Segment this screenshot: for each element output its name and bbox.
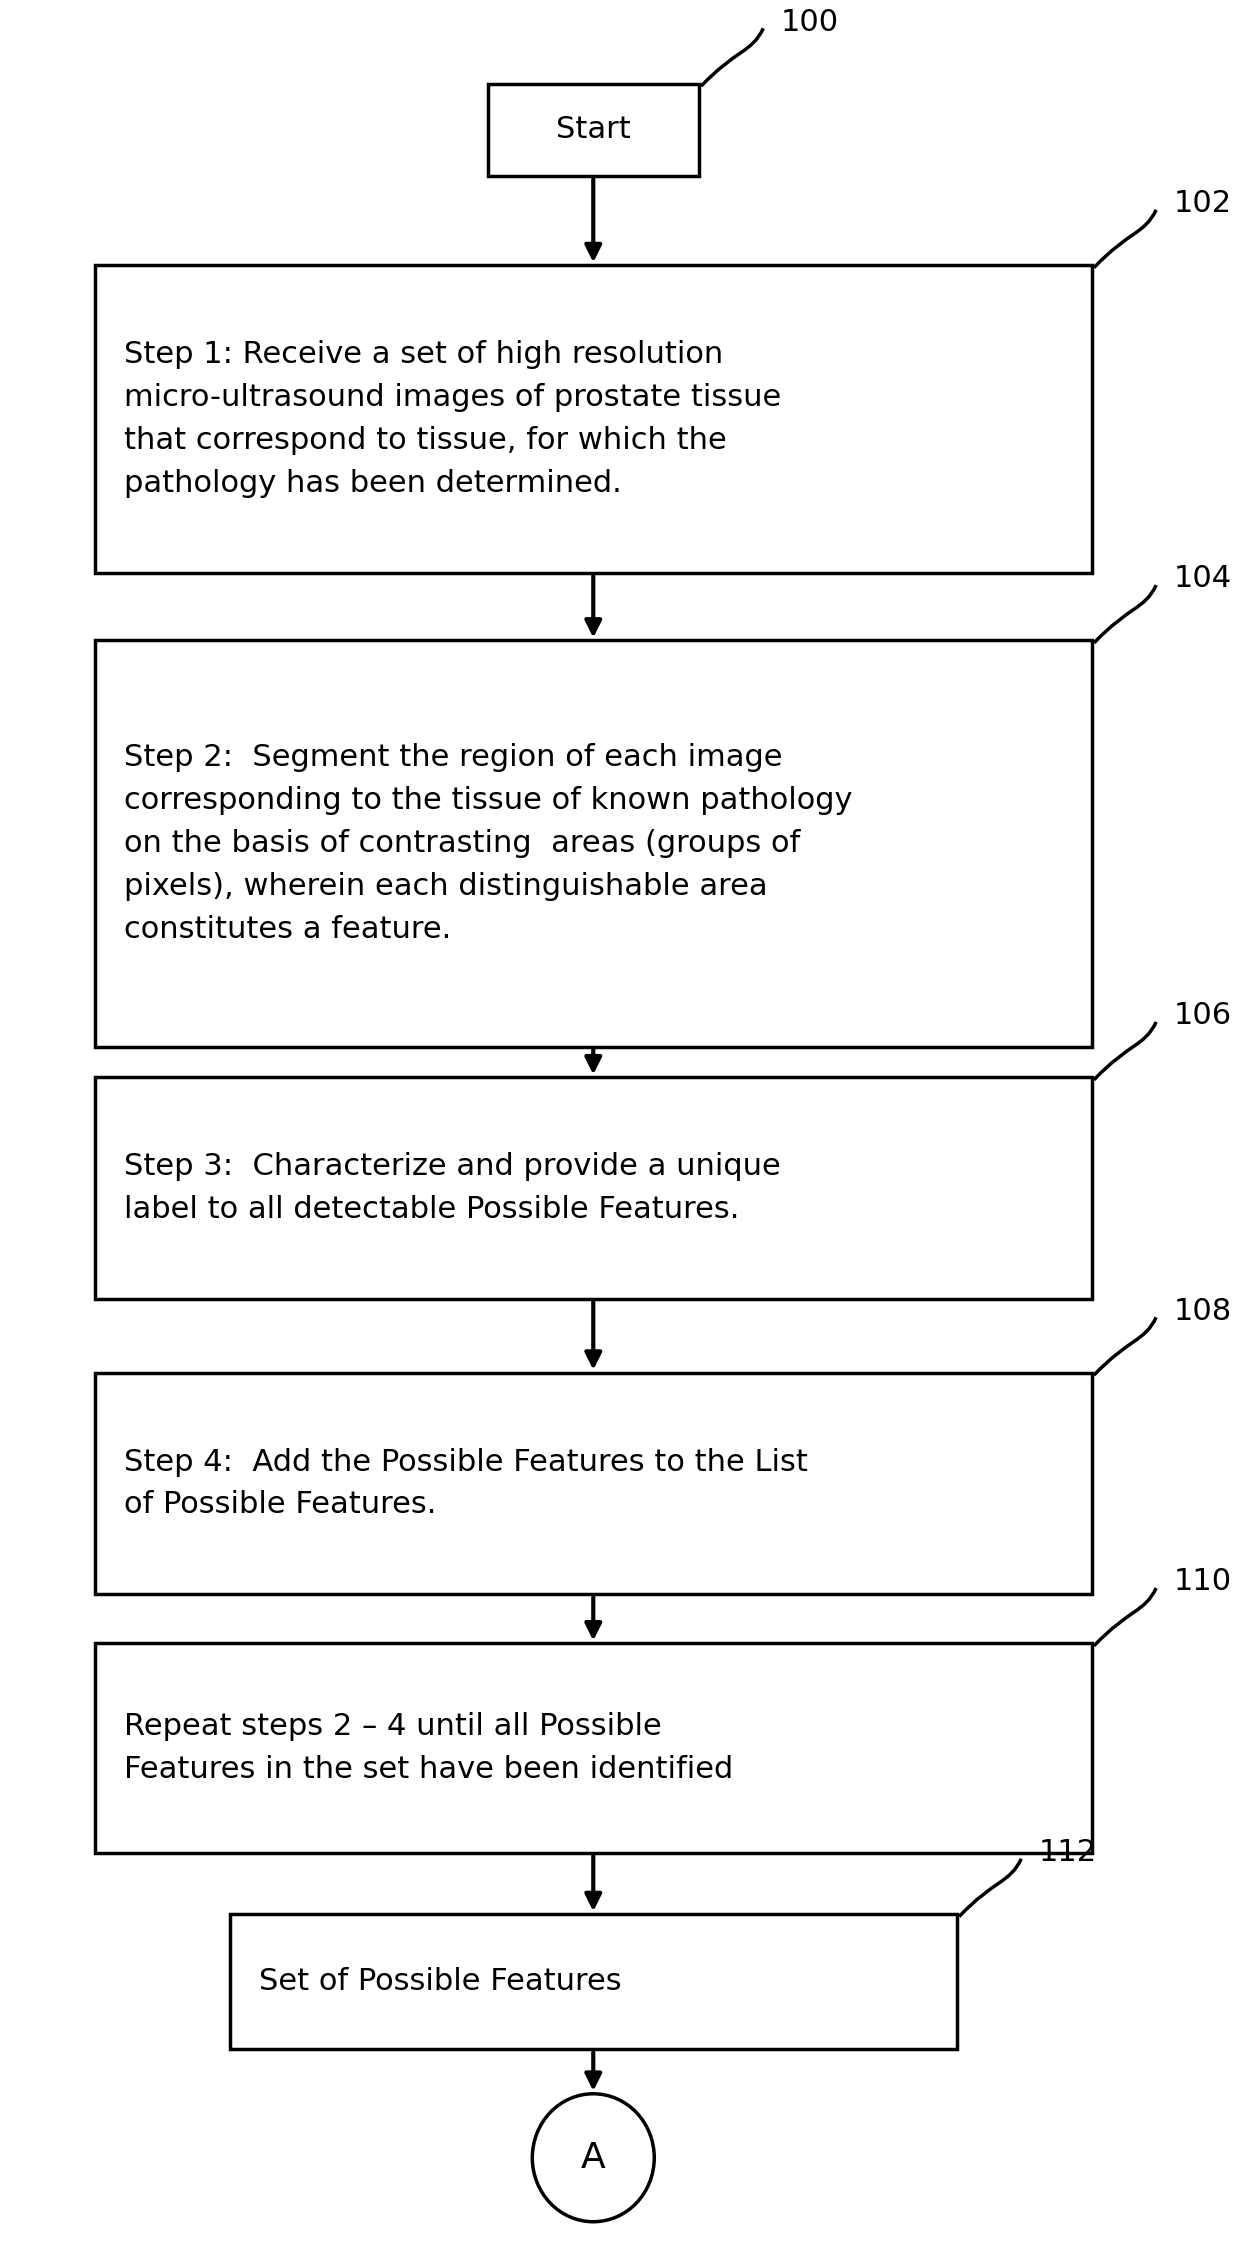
Text: Step 3:  Characterize and provide a unique
label to all detectable Possible Feat: Step 3: Characterize and provide a uniqu…: [124, 1152, 781, 1224]
FancyBboxPatch shape: [95, 641, 1091, 1047]
FancyBboxPatch shape: [95, 1374, 1091, 1593]
FancyBboxPatch shape: [95, 1643, 1091, 1853]
Text: 108: 108: [1174, 1298, 1233, 1327]
FancyBboxPatch shape: [487, 83, 699, 177]
FancyBboxPatch shape: [229, 1914, 957, 2051]
Text: Step 1: Receive a set of high resolution
micro-ultrasound images of prostate tis: Step 1: Receive a set of high resolution…: [124, 341, 781, 498]
Text: 104: 104: [1174, 565, 1231, 594]
Text: Step 4:  Add the Possible Features to the List
of Possible Features.: Step 4: Add the Possible Features to the…: [124, 1448, 808, 1519]
Text: 102: 102: [1174, 188, 1231, 217]
Text: 106: 106: [1174, 1002, 1231, 1031]
Text: 110: 110: [1174, 1566, 1231, 1596]
FancyBboxPatch shape: [95, 1078, 1091, 1300]
Text: Repeat steps 2 – 4 until all Possible
Features in the set have been identified: Repeat steps 2 – 4 until all Possible Fe…: [124, 1712, 734, 1784]
Text: A: A: [580, 2140, 605, 2174]
Text: Step 2:  Segment the region of each image
corresponding to the tissue of known p: Step 2: Segment the region of each image…: [124, 744, 853, 943]
Text: Set of Possible Features: Set of Possible Features: [259, 1968, 621, 1997]
Text: Start: Start: [556, 114, 631, 143]
Text: 112: 112: [1039, 1838, 1097, 1867]
Text: 100: 100: [781, 7, 839, 36]
FancyBboxPatch shape: [95, 264, 1091, 574]
